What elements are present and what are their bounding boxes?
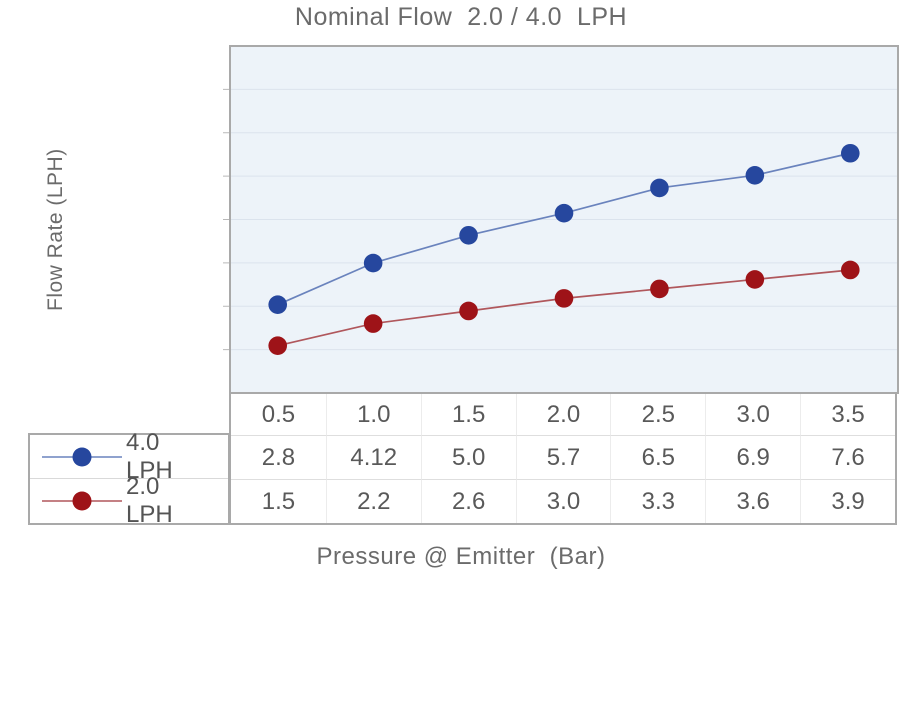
data-point-2-0-lph xyxy=(363,314,383,333)
data-point-4-0-lph xyxy=(554,203,574,223)
data-point-2-0-lph xyxy=(840,260,860,280)
flow-value-cell: 3.9 xyxy=(800,479,895,523)
data-point-2-0-lph xyxy=(745,270,765,289)
flow-value-cell: 2.8 xyxy=(231,435,326,479)
data-point-2-0-lph xyxy=(554,289,574,308)
data-point-4-0-lph xyxy=(650,178,669,198)
red-series-marker-icon xyxy=(42,491,122,511)
flow-value-cell: 4.12 xyxy=(325,435,421,479)
pressure-header-cell: 1.0 xyxy=(325,394,421,435)
data-point-2-0-lph xyxy=(650,279,669,299)
flow-value-cell: 3.6 xyxy=(705,479,801,523)
data-point-4-0-lph xyxy=(268,295,288,314)
data-point-4-0-lph xyxy=(840,143,860,163)
pressure-header-cell: 2.0 xyxy=(515,394,611,435)
pressure-header-cell: 1.5 xyxy=(420,394,516,435)
flow-value-cell: 5.0 xyxy=(420,435,516,479)
pressure-header-cell: 3.0 xyxy=(705,394,800,435)
flow-value-cell: 2.6 xyxy=(420,479,516,523)
legend-item-2-lph: 2.0 LPH xyxy=(30,473,228,528)
flow-value-cell: 3.0 xyxy=(515,479,611,523)
legend-item-4-lph: 4.0 LPH xyxy=(30,429,228,484)
blue-series-marker-icon xyxy=(42,447,122,466)
legend-label-2-lph: 2.0 LPH xyxy=(126,473,173,528)
data-point-2-0-lph xyxy=(268,336,288,355)
data-point-4-0-lph xyxy=(459,225,478,245)
flow-value-cell: 7.6 xyxy=(800,435,895,479)
flow-value-cell: 5.7 xyxy=(515,435,611,479)
flow-value-cell: 6.9 xyxy=(705,435,801,479)
pressure-header-cell: 0.5 xyxy=(261,400,296,428)
flow-rate-data-table: 0.5 1.0 1.5 2.0 2.5 3.0 3.5 2.8 4.12 5.0 5.7 6.5 6.9… xyxy=(229,392,897,525)
red-series-dot-icon xyxy=(72,491,92,511)
flow-value-cell: 3.3 xyxy=(610,479,706,523)
y-axis-label: Flow Rate (LPH) xyxy=(44,148,67,312)
x-axis-label: Pressure @ Emitter (Bar) xyxy=(316,543,606,570)
flow-value-cell: 1.5 xyxy=(231,479,326,523)
flow-value-cell: 2.2 xyxy=(325,479,421,523)
blue-series-dot-icon xyxy=(72,447,92,466)
pressure-header-cell: 3.5 xyxy=(800,394,895,435)
data-point-2-0-lph xyxy=(459,301,478,321)
data-point-4-0-lph xyxy=(745,166,765,185)
pressure-header-cell: 2.5 xyxy=(610,394,705,435)
data-point-4-0-lph xyxy=(363,253,383,273)
flow-value-cell: 6.5 xyxy=(610,435,706,479)
legend-label-4-lph: 4.0 LPH xyxy=(126,428,173,484)
chart-legend: 4.0 LPH 2.0 LPH xyxy=(28,429,230,528)
line-chart-plot-area xyxy=(223,45,899,394)
chart-title: Nominal Flow 2.0 / 4.0 LPH xyxy=(294,3,628,31)
